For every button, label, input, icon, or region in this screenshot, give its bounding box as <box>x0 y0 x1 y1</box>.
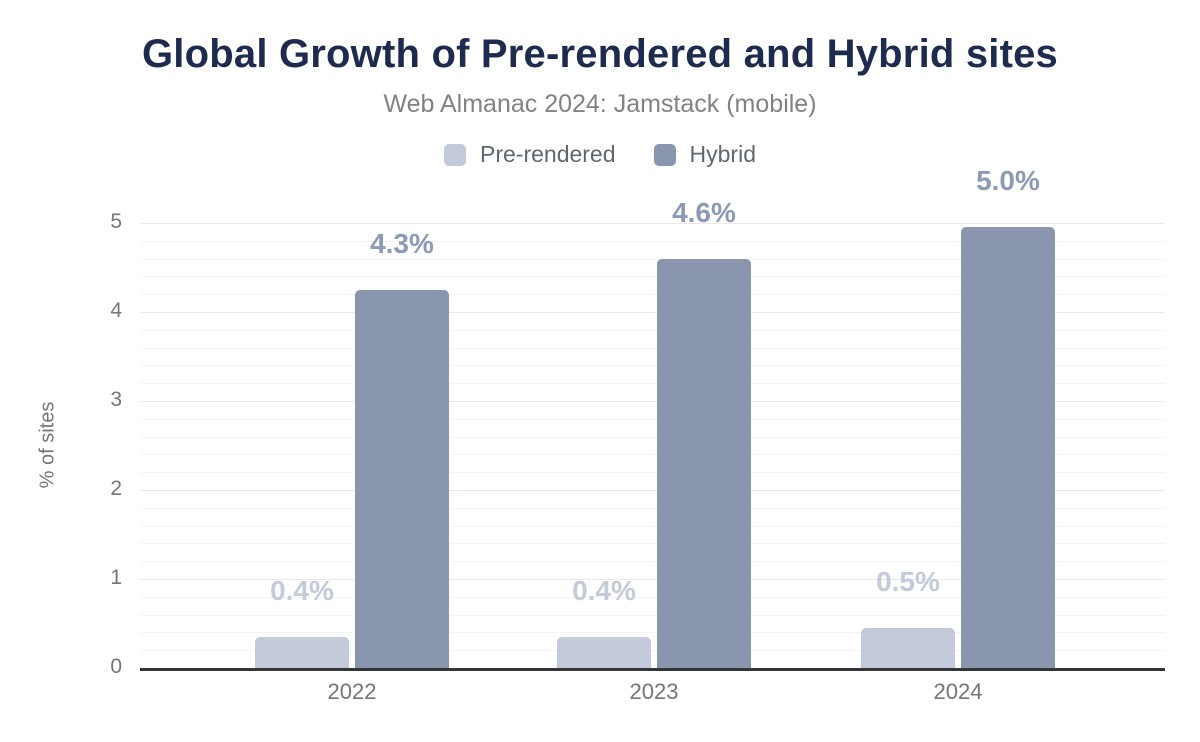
bar-hybrid-2022 <box>355 290 449 668</box>
y-tick-label-1: 1 <box>110 566 122 589</box>
legend-item-pre-rendered: Pre-rendered <box>444 141 616 168</box>
plot-area: 0.4% 0.4% 0.5% 4.3% 4.6% 5.0% <box>140 165 1165 671</box>
gridline-minor <box>140 561 1165 562</box>
legend-swatch-hybrid-icon <box>653 143 676 166</box>
gridline-minor <box>140 383 1165 384</box>
gridline-minor <box>140 454 1165 455</box>
bar-hybrid-2024 <box>961 227 1055 668</box>
gridline-minor <box>140 597 1165 598</box>
value-label-pre-rendered-2024: 0.5% <box>876 566 940 597</box>
bar-pre-rendered-2023 <box>557 637 651 668</box>
legend-item-hybrid: Hybrid <box>653 141 756 168</box>
bar-pre-rendered-2024 <box>861 628 955 668</box>
y-tick-label-0: 0 <box>110 655 122 678</box>
gridline-minor <box>140 526 1165 527</box>
legend: Pre-rendered Hybrid <box>0 141 1200 168</box>
y-tick-label-4: 4 <box>110 299 122 322</box>
legend-swatch-pre-rendered-icon <box>444 143 466 166</box>
value-label-hybrid-2023: 4.6% <box>672 197 736 228</box>
gridline-minor <box>140 472 1165 473</box>
gridline-minor <box>140 419 1165 420</box>
value-label-pre-rendered-2023: 0.4% <box>572 575 636 606</box>
gridline-minor <box>140 650 1165 651</box>
chart-subtitle: Web Almanac 2024: Jamstack (mobile) <box>383 90 817 118</box>
y-tick-label-5: 5 <box>110 210 122 233</box>
gridline-major <box>140 579 1165 580</box>
bar-hybrid-2023 <box>657 259 751 668</box>
gridline-major <box>140 312 1165 313</box>
legend-label-pre-rendered: Pre-rendered <box>480 141 616 167</box>
legend-label-hybrid: Hybrid <box>689 141 756 167</box>
value-label-pre-rendered-2022: 0.4% <box>270 575 334 606</box>
value-label-hybrid-2024: 5.0% <box>976 165 1040 196</box>
gridline-major <box>140 490 1165 491</box>
x-tick-label-2022: 2022 <box>327 679 377 704</box>
gridline-minor <box>140 294 1165 295</box>
gridline-minor <box>140 365 1165 366</box>
gridline-major <box>140 401 1165 402</box>
gridline-minor <box>140 276 1165 277</box>
gridline-minor <box>140 632 1165 633</box>
gridline-minor <box>140 348 1165 349</box>
chart-title: Global Growth of Pre-rendered and Hybrid… <box>141 32 1059 76</box>
gridline-major <box>140 223 1165 224</box>
y-tick-label-3: 3 <box>110 388 122 411</box>
value-label-hybrid-2022: 4.3% <box>370 228 434 259</box>
gridline-minor <box>140 508 1165 509</box>
gridline-minor <box>140 259 1165 260</box>
gridline-minor <box>140 241 1165 242</box>
gridline-minor <box>140 543 1165 544</box>
gridline-minor <box>140 330 1165 331</box>
bar-pre-rendered-2022 <box>255 637 349 668</box>
y-tick-label-2: 2 <box>110 477 122 500</box>
x-tick-label-2024: 2024 <box>933 679 983 704</box>
y-axis-title: % of sites <box>36 401 59 489</box>
gridline-minor <box>140 615 1165 616</box>
gridline-minor <box>140 437 1165 438</box>
x-tick-label-2023: 2023 <box>629 679 679 704</box>
